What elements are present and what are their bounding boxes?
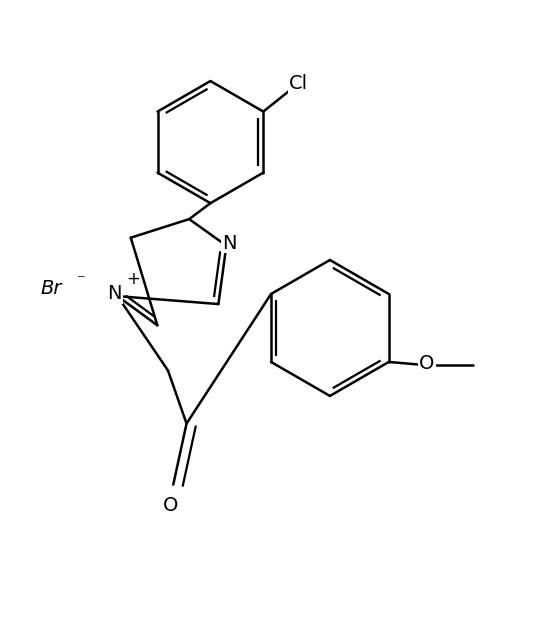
Text: Br: Br (40, 278, 62, 298)
Text: N: N (222, 234, 236, 253)
Text: +: + (127, 270, 141, 288)
Text: O: O (163, 497, 178, 515)
Text: ⁻: ⁻ (77, 271, 86, 289)
Text: N: N (108, 284, 122, 303)
Text: O: O (419, 354, 435, 373)
Text: Cl: Cl (289, 74, 308, 93)
